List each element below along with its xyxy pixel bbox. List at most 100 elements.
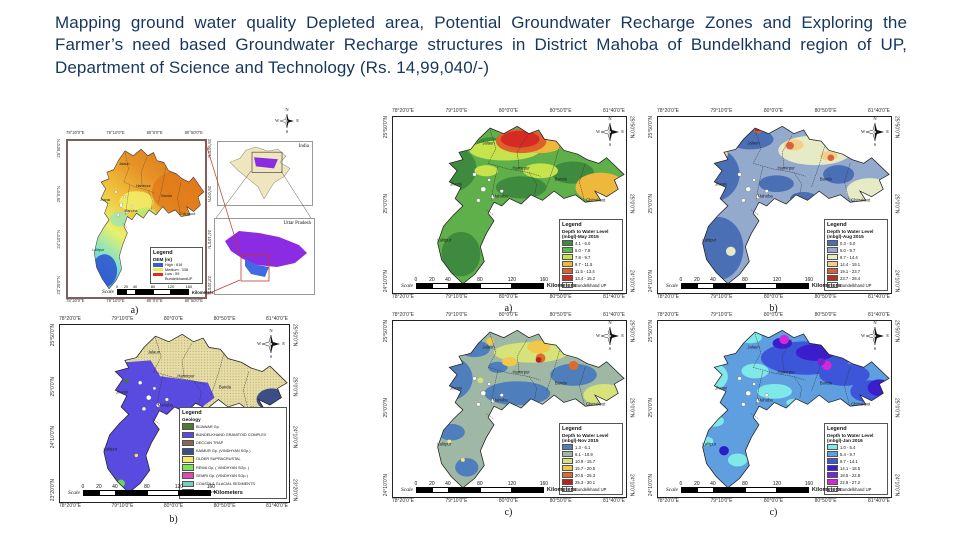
- india-map: [229, 146, 291, 200]
- compass-star-icon: [601, 123, 619, 141]
- legend-item: 9.7 - 14.1: [827, 458, 885, 465]
- panel-caption: c): [769, 507, 778, 518]
- scale-bar: Scale 0 20 40 80 120 160 Kilometers: [68, 484, 243, 496]
- scale-bar: Scale 0 20 40 80 120 160 Kilometers: [102, 284, 214, 295]
- legend-item: COASTA & GLACIAL SEDIMENTS: [182, 480, 284, 488]
- latitude-labels-right: 25°50'0"N 25°0'0"N 24°10'0"N: [893, 320, 900, 496]
- legend-item: Bundelkhand UP: [827, 282, 885, 289]
- map-panel-dem: 78°20'0"E 79°10'0"E 80°0'0"E 80°50'0"E Jala…: [40, 107, 332, 316]
- legend-item: 25.3 - 30.1: [562, 479, 620, 486]
- longitude-labels-bottom: 78°20'0"E 79°10'0"E 80°0'0"E 80°50'0"E 81°40…: [392, 294, 625, 300]
- compass-star-icon: [866, 327, 884, 345]
- compass-star-icon: [866, 123, 884, 141]
- legend-item: 5.0 - 9.7: [827, 247, 885, 254]
- legend-item: BundelkhandUP: [153, 277, 200, 281]
- panel-caption: b): [769, 303, 778, 314]
- longitude-labels-bottom: 78°20'0"E 79°10'0"E 80°0'0"E 80°50'0"E 81°40…: [59, 503, 288, 509]
- legend-item: 13.4 - 15.2: [562, 275, 620, 282]
- inset-uttar-pradesh: Uttar Pradesh: [214, 218, 315, 295]
- longitude-labels-bottom: 78°20'0"E 79°10'0"E 80°0'0"E 80°50'0"E 81°40…: [657, 294, 890, 300]
- latitude-labels-left: 25°50'0"N 25°0'0"N 24°10'0"N: [647, 116, 654, 292]
- legend-item: Bundelkhand UP: [562, 486, 620, 493]
- latitude-labels-left: 25°50'0"N 25°0'0"N 24°10'0"N: [382, 320, 389, 496]
- longitude-labels-top: 78°20'0"E 79°10'0"E 80°0'0"E 80°50'0"E: [66, 130, 203, 135]
- legend-item: Bundelkhand UP: [562, 282, 620, 289]
- legend-item: 11.5 - 13.4: [562, 268, 620, 275]
- map-panel-aug2015: 78°20'0"E 79°10'0"E 80°0'0"E 80°50'0"E 81°40…: [643, 108, 905, 314]
- legend-item: 9.7 - 11.5: [562, 261, 620, 268]
- legend-item: 23.7 - 28.4: [827, 275, 885, 282]
- longitude-labels-top: 78°20'0"E 79°10'0"E 80°0'0"E 80°50'0"E 81°40…: [59, 316, 288, 322]
- map-panel-nov2015: 78°20'0"E 79°10'0"E 80°0'0"E 80°50'0"E 81°40…: [378, 312, 640, 524]
- scale-bar: Scale 0 20 40 80 120 160 Kilometers: [401, 481, 576, 493]
- map-frame: JalaunHamirpurJhansiMahobaBandaChitrakoo…: [59, 324, 290, 503]
- legend-item: 6.1 - 10.9: [562, 451, 620, 458]
- legend-nov2015: Legend Depth to Water Level (mbgl)-Nov 2…: [559, 422, 623, 495]
- latitude-labels-left: 25°50'0"N 25°0'0"N 24°10'0"N 23°20'0"N: [55, 139, 61, 295]
- longitude-labels-top: 78°20'0"E 79°10'0"E 80°0'0"E 80°50'0"E 81°40…: [657, 312, 890, 318]
- inset-india: India: [217, 141, 313, 206]
- legend-item: 19.1 - 23.7: [827, 268, 885, 275]
- dem-map: [93, 148, 205, 290]
- legend-item: Low : 59: [153, 272, 200, 276]
- legend-item: 5.4 - 9.7: [827, 451, 885, 458]
- latitude-labels-right: 25°50'0"N 25°0'0"N 24°10'0"N: [628, 116, 635, 292]
- latitude-labels-left: 25°50'0"N 25°0'0"N 24°10'0"N 23°20'0"N: [49, 324, 56, 501]
- longitude-labels-bottom: 78°20'0"E 79°10'0"E 80°0'0"E 80°50'0"E 81°40…: [392, 498, 625, 504]
- uttar-pradesh-map: [225, 231, 307, 282]
- legend-item: KAIMUR Gp. (VINDHYAN SGp.): [182, 447, 284, 455]
- legend-item: 14.4 - 19.1: [827, 261, 885, 268]
- water-level-map-nov2015: [437, 329, 625, 489]
- legend-item: BIJAWAR Gp.: [182, 423, 284, 431]
- legend-aug2015: Legend Depth to Water Level (mbgl)-Aug 2…: [824, 218, 888, 291]
- latitude-labels-left: 25°50'0"N 25°0'0"N 24°10'0"N: [382, 116, 389, 292]
- legend-item: SEMRI Gp. (VINDHYAN SGp.): [182, 472, 284, 480]
- legend-item: OLDER SUPRACRUSTAL: [182, 456, 284, 463]
- legend-item: 15.7 - 20.5: [562, 465, 620, 472]
- legend-item: 10.9 - 15.7: [562, 458, 620, 465]
- legend-dem: Legend DEM (m) High : 618 Medium : 338 Low…: [150, 247, 203, 284]
- map-panel-jan2016: 78°20'0"E 79°10'0"E 80°0'0"E 80°50'0"E 81°40…: [643, 312, 905, 524]
- legend-item: DECCAN TRAP: [182, 439, 284, 447]
- legend-item: 7.8 - 9.7: [562, 254, 620, 261]
- legend-item: REWA Gp. ( VINDHYAN SGp. ): [182, 464, 284, 472]
- panel-caption: c): [504, 507, 513, 518]
- legend-item: 18.5 - 22.8: [827, 472, 885, 479]
- legend-item: High : 618: [153, 263, 200, 267]
- latitude-labels-right: 25°50'0"N 25°0'0"N 24°10'0"N 23°20'0"N: [291, 324, 298, 501]
- map-panel-geology: 78°20'0"E 79°10'0"E 80°0'0"E 80°50'0"E 81°40…: [40, 316, 332, 530]
- legend-item: 9.7 - 14.4: [827, 254, 885, 261]
- longitude-labels-bottom: 78°20'0"E 79°10'0"E 80°0'0"E 80°50'0"E 81°40…: [657, 498, 890, 504]
- legend-item: BUNDELKHAND GRANITOID COMPLEX: [182, 431, 284, 439]
- compass-star-icon: [280, 114, 294, 128]
- longitude-labels-top: 78°20'0"E 79°10'0"E 80°0'0"E 80°50'0"E 81°40…: [392, 108, 625, 114]
- longitude-labels-bottom: 78°20'0"E 79°10'0"E 80°0'0"E 80°50'0"E: [66, 298, 203, 303]
- legend-jan2016: Legend Depth to Water Level (mbgl)-Jan 2…: [824, 422, 888, 495]
- latitude-labels-right: 25°50'0"N 25°0'0"N 24°10'0"N: [628, 320, 635, 496]
- legend-item: 22.8 - 27.2: [827, 479, 885, 486]
- compass-star-icon: [601, 327, 619, 345]
- legend-item: 6.0 - 7.8: [562, 247, 620, 254]
- panel-caption: a): [130, 305, 139, 316]
- legend-item: 14.1 - 18.5: [827, 465, 885, 472]
- latitude-labels-right: 25°50'0"N 25°0'0"N 24°10'0"N: [893, 116, 900, 292]
- scale-bar: Scale 0 20 40 80 120 160 Kilometers: [666, 277, 841, 289]
- panel-caption: b): [169, 514, 178, 525]
- slide-title: Mapping ground water quality Depleted ar…: [55, 13, 907, 77]
- water-level-map-may2015: [437, 125, 625, 285]
- latitude-labels-left: 25°50'0"N 25°0'0"N 24°10'0"N: [647, 320, 654, 496]
- legend-item: Medium : 338: [153, 268, 200, 272]
- legend-item: 4.1 - 6.0: [562, 240, 620, 247]
- panel-caption: a): [504, 303, 513, 314]
